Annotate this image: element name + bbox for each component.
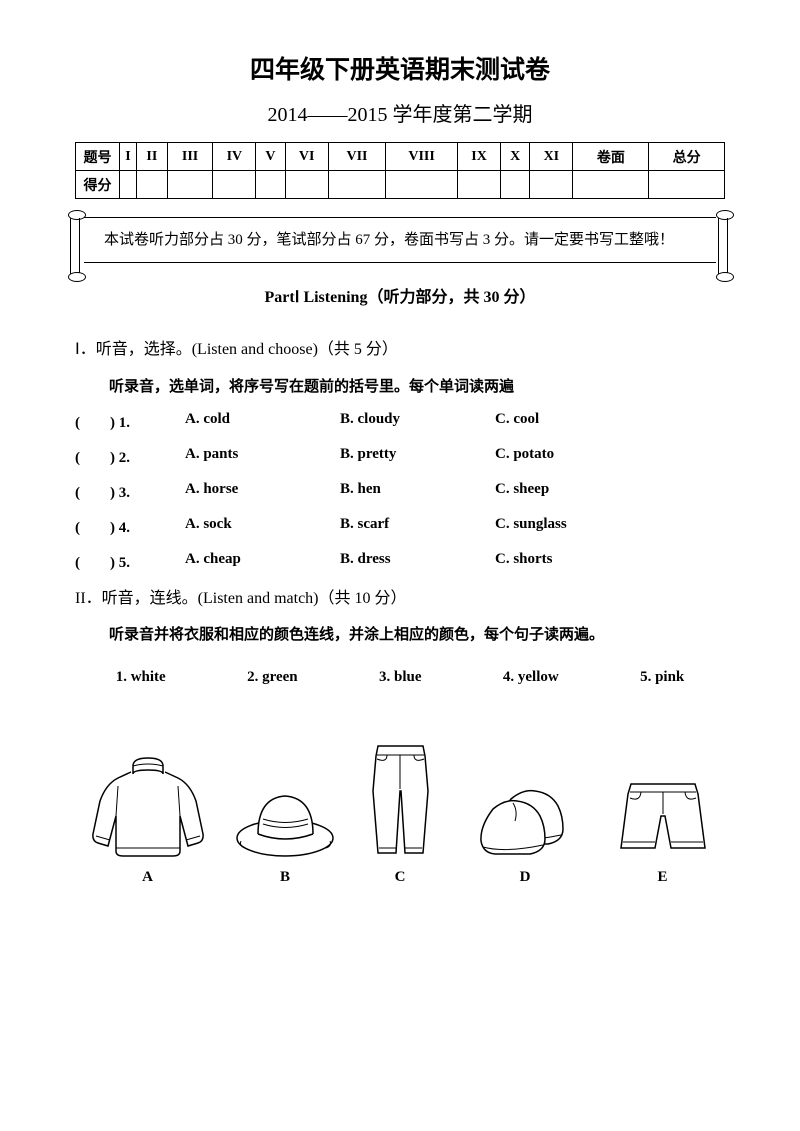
label-c: C — [363, 869, 438, 886]
q-opt-c: C. sunglass — [495, 516, 650, 537]
q-num: ( ) 4. — [75, 516, 185, 537]
question-row: ( ) 3. A. horse B. hen C. sheep — [75, 481, 725, 502]
main-title: 四年级下册英语期末测试卷 — [75, 50, 725, 86]
th-col: V — [256, 143, 285, 171]
th-col: I — [120, 143, 137, 171]
td-blank — [285, 171, 328, 199]
td-blank — [167, 171, 212, 199]
question-row: ( ) 5. A. cheap B. dress C. shorts — [75, 551, 725, 572]
q-opt-a: A. cold — [185, 411, 340, 432]
color-row: 1. white 2. green 3. blue 4. yellow 5. p… — [75, 669, 725, 686]
score-table: 题号 I II III IV V VI VII VIII IX X XI 卷面 … — [75, 142, 725, 199]
color-item: 1. white — [116, 669, 166, 686]
td-blank — [530, 171, 573, 199]
pants-icon — [363, 741, 438, 861]
color-item: 2. green — [247, 669, 298, 686]
q-opt-a: A. sock — [185, 516, 340, 537]
q-opt-b: B. hen — [340, 481, 495, 502]
th-col: VII — [328, 143, 385, 171]
td-blank — [501, 171, 530, 199]
td-blank — [213, 171, 256, 199]
table-row-score: 得分 — [76, 171, 725, 199]
td-blank — [573, 171, 649, 199]
shorts-icon — [613, 776, 713, 861]
shoes-icon — [463, 781, 588, 861]
q-opt-b: B. dress — [340, 551, 495, 572]
th-col: IX — [457, 143, 500, 171]
clothes-sweater: A — [88, 756, 208, 886]
q-opt-c: C. sheep — [495, 481, 650, 502]
th-col: XI — [530, 143, 573, 171]
instruction-scroll: 本试卷听力部分占 30 分，笔试部分占 67 分，卷面书写占 3 分。请一定要书… — [75, 217, 725, 263]
q-opt-b: B. pretty — [340, 446, 495, 467]
sub-title: 2014——2015 学年度第二学期 — [75, 98, 725, 127]
td-blank — [386, 171, 458, 199]
th-col: II — [136, 143, 167, 171]
table-row-header: 题号 I II III IV V VI VII VIII IX X XI 卷面 … — [76, 143, 725, 171]
th-col: IV — [213, 143, 256, 171]
color-item: 4. yellow — [503, 669, 559, 686]
clothes-pants: C — [363, 741, 438, 886]
th-col: 卷面 — [573, 143, 649, 171]
th-col: VI — [285, 143, 328, 171]
q-opt-b: B. cloudy — [340, 411, 495, 432]
td-blank — [120, 171, 137, 199]
q-opt-a: A. cheap — [185, 551, 340, 572]
section2-sub: 听录音并将衣服和相应的颜色连线，并涂上相应的颜色，每个句子读两遍。 — [109, 623, 725, 644]
color-item: 5. pink — [640, 669, 684, 686]
sweater-icon — [88, 756, 208, 861]
th-col: X — [501, 143, 530, 171]
section1-title: Ⅰ．听音，选择。(Listen and choose)（共 5 分） — [75, 337, 725, 363]
clothes-row: A B C — [75, 741, 725, 886]
q-opt-a: A. pants — [185, 446, 340, 467]
color-item: 3. blue — [379, 669, 422, 686]
q-num: ( ) 1. — [75, 411, 185, 432]
q-opt-c: C. potato — [495, 446, 650, 467]
question-row: ( ) 2. A. pants B. pretty C. potato — [75, 446, 725, 467]
q-num: ( ) 5. — [75, 551, 185, 572]
hat-icon — [233, 786, 338, 861]
instruction-text: 本试卷听力部分占 30 分，笔试部分占 67 分，卷面书写占 3 分。请一定要书… — [104, 232, 674, 248]
th-label: 题号 — [76, 143, 120, 171]
td-blank — [256, 171, 285, 199]
q-num: ( ) 3. — [75, 481, 185, 502]
question-row: ( ) 4. A. sock B. scarf C. sunglass — [75, 516, 725, 537]
section1-sub: 听录音，选单词，将序号写在题前的括号里。每个单词读两遍 — [109, 375, 725, 396]
td-label: 得分 — [76, 171, 120, 199]
td-blank — [649, 171, 725, 199]
question-row: ( ) 1. A. cold B. cloudy C. cool — [75, 411, 725, 432]
q-opt-c: C. shorts — [495, 551, 650, 572]
q-opt-c: C. cool — [495, 411, 650, 432]
td-blank — [457, 171, 500, 199]
clothes-hat: B — [233, 786, 338, 886]
td-blank — [136, 171, 167, 199]
part-title: PartⅠ Listening（听力部分，共 30 分） — [75, 283, 725, 307]
q-num: ( ) 2. — [75, 446, 185, 467]
clothes-shoes: D — [463, 781, 588, 886]
label-a: A — [88, 869, 208, 886]
th-col: VIII — [386, 143, 458, 171]
label-e: E — [613, 869, 713, 886]
label-b: B — [233, 869, 338, 886]
questions-list: ( ) 1. A. cold B. cloudy C. cool ( ) 2. A… — [75, 411, 725, 572]
section2-title: II．听音，连线。(Listen and match)（共 10 分） — [75, 586, 725, 612]
th-col: 总分 — [649, 143, 725, 171]
td-blank — [328, 171, 385, 199]
q-opt-b: B. scarf — [340, 516, 495, 537]
th-col: III — [167, 143, 212, 171]
label-d: D — [463, 869, 588, 886]
q-opt-a: A. horse — [185, 481, 340, 502]
clothes-shorts: E — [613, 776, 713, 886]
